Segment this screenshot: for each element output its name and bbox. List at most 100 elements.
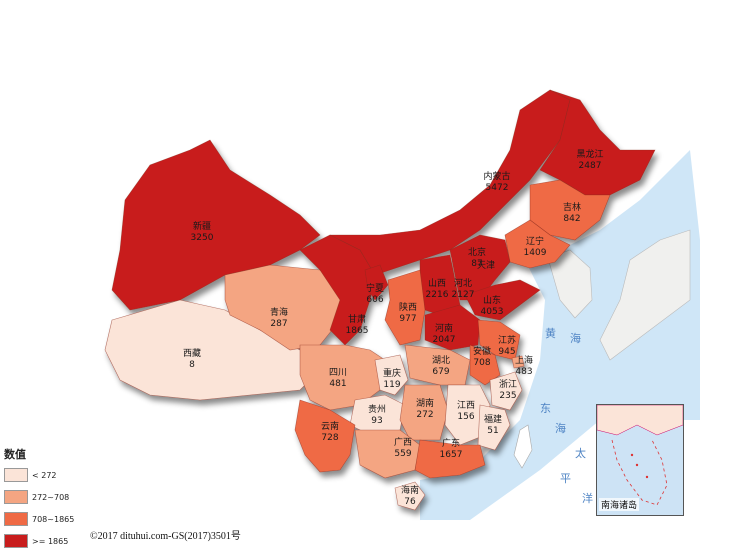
value-shanghai: 483 <box>515 367 533 377</box>
value-zhejiang: 235 <box>499 391 517 401</box>
inset-islands <box>635 463 639 467</box>
label-tibet: 西藏 8 <box>183 349 201 371</box>
value-fujian: 51 <box>487 426 499 436</box>
province-tibet[interactable] <box>104 299 321 401</box>
province-zhejiang[interactable] <box>489 371 523 411</box>
name-shaanxi: 陕西 <box>398 303 418 313</box>
province-henan[interactable] <box>424 304 481 351</box>
name-gansu: 甘肃 <box>347 315 366 325</box>
name-guizhou: 贵州 <box>367 405 387 415</box>
name-beijing: 北京 <box>467 248 487 258</box>
value-jiangxi: 156 <box>457 412 475 422</box>
inset-label: 南海诸岛 <box>599 498 640 511</box>
province-shandong[interactable] <box>464 279 541 321</box>
province-shaanxi[interactable] <box>384 269 426 346</box>
sea-label-ping: 平 <box>560 472 571 485</box>
value-qinghai: 287 <box>270 319 288 329</box>
value-shandong: 4053 <box>480 307 504 317</box>
name-fujian: 福建 <box>483 415 503 425</box>
legend-label-1: < 272 <box>32 470 57 480</box>
value-ningxia: 606 <box>366 295 384 305</box>
name-ningxia: 宁夏 <box>365 284 385 294</box>
name-jiangsu: 江苏 <box>497 336 517 346</box>
value-hainan: 76 <box>404 497 416 507</box>
legend-row: 272~708 <box>4 490 90 504</box>
sea-label-dong: 东 <box>540 402 551 415</box>
province-ningxia[interactable] <box>364 264 389 301</box>
value-beijing: 87 <box>471 259 483 269</box>
value-hubei: 679 <box>432 367 450 377</box>
value-gansu: 1865 <box>345 326 369 336</box>
province-fujian[interactable] <box>477 404 511 451</box>
value-henan: 2047 <box>432 335 456 345</box>
name-chongqing: 重庆 <box>382 369 402 379</box>
label-gansu: 甘肃 1865 <box>346 315 369 337</box>
name-guangxi: 广西 <box>393 438 413 448</box>
label-beijing: 北京 87 <box>468 248 486 270</box>
value-heilongjiang: 2487 <box>578 161 602 171</box>
sea-label-yang: 洋 <box>582 492 593 505</box>
value-xinjiang: 3250 <box>190 233 214 243</box>
legend-row: 708~1865 <box>4 512 90 526</box>
sea-area <box>420 150 700 520</box>
label-zhejiang: 浙江 235 <box>499 380 517 402</box>
label-henan: 河南 2047 <box>433 324 456 346</box>
label-jiangsu: 江苏 945 <box>498 336 516 358</box>
sea-label-tai: 太 <box>575 447 586 460</box>
name-tianjin: 天津 <box>476 261 496 271</box>
label-shaanxi: 陕西 977 <box>399 303 417 325</box>
name-hainan: 海南 <box>400 486 420 496</box>
label-jiangxi: 江西 156 <box>457 401 475 423</box>
label-jilin: 吉林 842 <box>563 203 581 225</box>
province-shanghai[interactable] <box>511 355 525 369</box>
name-hunan: 湖南 <box>415 399 435 409</box>
legend-swatch-1 <box>4 468 28 482</box>
label-yunnan: 云南 728 <box>321 422 339 444</box>
province-guangdong[interactable] <box>414 439 486 479</box>
label-guizhou: 贵州 93 <box>368 405 386 427</box>
province-hainan[interactable] <box>394 481 426 511</box>
value-jiangsu: 945 <box>498 347 516 357</box>
province-hebei-beijing-tianjin[interactable] <box>449 234 511 301</box>
label-shanxi: 山西 2216 <box>426 279 449 301</box>
label-shandong: 山东 4053 <box>481 296 504 318</box>
label-hubei: 湖北 679 <box>432 356 450 378</box>
inset-map <box>597 405 683 506</box>
label-sichuan: 四川 481 <box>329 368 347 390</box>
label-xinjiang: 新疆 3250 <box>191 222 214 244</box>
name-heilongjiang: 黑龙江 <box>576 150 604 160</box>
inset-islands-2 <box>645 475 649 479</box>
name-shandong: 山东 <box>482 296 501 306</box>
name-henan: 河南 <box>434 324 453 334</box>
korea-land <box>547 249 593 319</box>
label-chongqing: 重庆 119 <box>383 369 401 391</box>
province-chongqing[interactable] <box>374 354 409 396</box>
province-hunan[interactable] <box>399 384 449 441</box>
label-guangdong: 广东 1657 <box>440 439 463 461</box>
legend-swatch-3 <box>4 512 28 526</box>
label-hunan: 湖南 272 <box>416 399 434 421</box>
province-xinjiang[interactable] <box>111 139 321 311</box>
name-yunnan: 云南 <box>320 422 340 432</box>
label-anhui: 安徽 708 <box>473 347 491 369</box>
value-jilin: 842 <box>563 214 581 224</box>
name-shanghai: 上海 <box>514 356 534 366</box>
sea-label-huang: 黄 <box>545 327 556 340</box>
japan-land <box>599 229 691 361</box>
label-liaoning: 辽宁 1409 <box>524 237 547 259</box>
sea-label-hai-1: 海 <box>570 332 581 345</box>
province-yunnan[interactable] <box>294 399 356 473</box>
label-hebei: 河北 2127 <box>452 279 475 301</box>
label-fujian: 福建 51 <box>484 415 502 437</box>
value-hunan: 272 <box>416 410 434 420</box>
value-hebei: 2127 <box>451 290 475 300</box>
name-liaoning: 辽宁 <box>525 237 544 247</box>
name-jilin: 吉林 <box>562 203 582 213</box>
name-guangdong: 广东 <box>441 439 460 449</box>
province-liaoning[interactable] <box>504 219 571 269</box>
south-china-sea-inset: 南海诸岛 <box>596 404 684 516</box>
value-yunnan: 728 <box>321 433 339 443</box>
legend-label-2: 272~708 <box>32 492 70 502</box>
name-xinjiang: 新疆 <box>192 222 211 232</box>
